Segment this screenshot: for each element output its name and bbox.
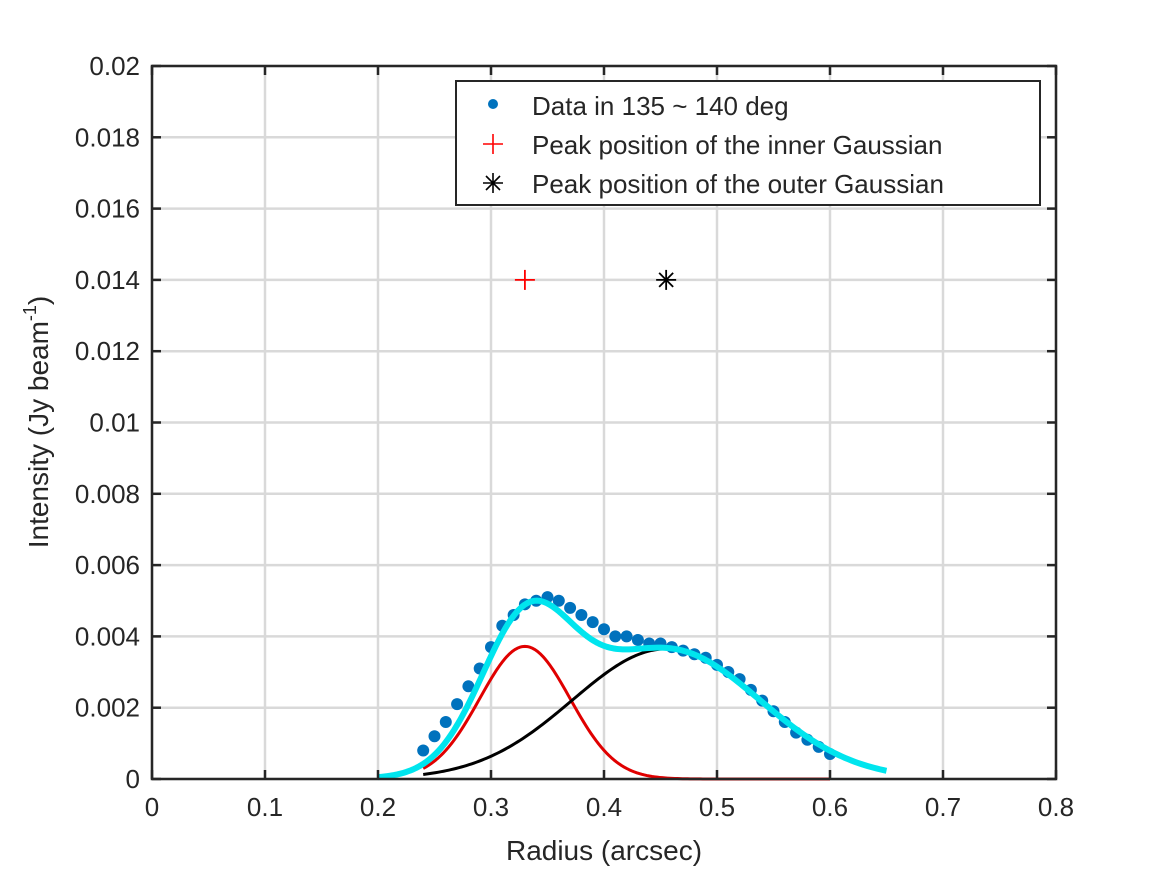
data-point (439, 715, 452, 728)
x-tick-label: 0.4 (586, 792, 622, 822)
y-tick-label: 0.018 (75, 122, 140, 152)
y-tick-label: 0.01 (89, 408, 140, 438)
x-axis-label: Radius (arcsec) (506, 835, 702, 866)
y-tick-label: 0.008 (75, 479, 140, 509)
data-point (575, 609, 588, 622)
x-tick-label: 0 (145, 792, 159, 822)
y-tick-labels: 0 0.002 0.004 0.006 0.008 0.01 0.012 0.014 0.016… (75, 51, 140, 794)
y-tick-label: 0.012 (75, 336, 140, 366)
y-tick-label: 0.02 (89, 51, 140, 81)
data-point (462, 680, 475, 693)
y-tick-label: 0.002 (75, 693, 140, 723)
x-tick-label: 0.5 (699, 792, 735, 822)
outer-peak-marker (656, 269, 677, 290)
data-point (451, 698, 464, 711)
x-tick-labels: 0 0.1 0.2 0.3 0.4 0.5 0.6 0.7 0.8 (145, 792, 1074, 822)
legend-label-inner-peak: Peak position of the inner Gaussian (532, 130, 942, 160)
data-point (609, 630, 622, 643)
inner-peak-marker (514, 269, 535, 290)
y-tick-label: 0.004 (75, 621, 140, 651)
legend: Data in 135 ~ 140 deg Peak position of t… (455, 80, 1041, 206)
total-fit-line (377, 597, 888, 781)
y-tick-label: 0 (126, 764, 140, 794)
data-point (428, 730, 441, 743)
x-tick-label: 0.3 (473, 792, 509, 822)
legend-label-outer-peak: Peak position of the outer Gaussian (532, 169, 944, 199)
x-tick-label: 0.8 (1038, 792, 1074, 822)
data-point (586, 616, 599, 629)
data-point (631, 633, 644, 646)
data-point (564, 601, 577, 614)
plot-series (377, 269, 888, 781)
legend-box (455, 80, 1041, 206)
data-point (552, 594, 565, 607)
data-point (598, 623, 610, 636)
x-tick-label: 0.6 (812, 792, 848, 822)
data-point (620, 630, 633, 643)
x-tick-label: 0.2 (360, 792, 396, 822)
y-tick-label: 0.014 (75, 265, 140, 295)
x-tick-label: 0.7 (925, 792, 961, 822)
y-tick-label: 0.006 (75, 550, 140, 580)
y-axis-label: Intensity (Jy beam-1) (20, 296, 54, 549)
x-tick-label: 0.1 (247, 792, 283, 822)
axis-ticks (150, 64, 1058, 781)
legend-label-data: Data in 135 ~ 140 deg (532, 91, 789, 121)
legend-marker-outer-peak (483, 173, 503, 193)
data-point (417, 744, 430, 757)
legend-marker-inner-peak (483, 134, 503, 154)
y-tick-label: 0.016 (75, 194, 140, 224)
legend-marker-data (488, 99, 498, 109)
